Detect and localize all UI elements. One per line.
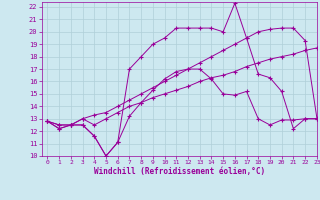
X-axis label: Windchill (Refroidissement éolien,°C): Windchill (Refroidissement éolien,°C) bbox=[94, 167, 265, 176]
